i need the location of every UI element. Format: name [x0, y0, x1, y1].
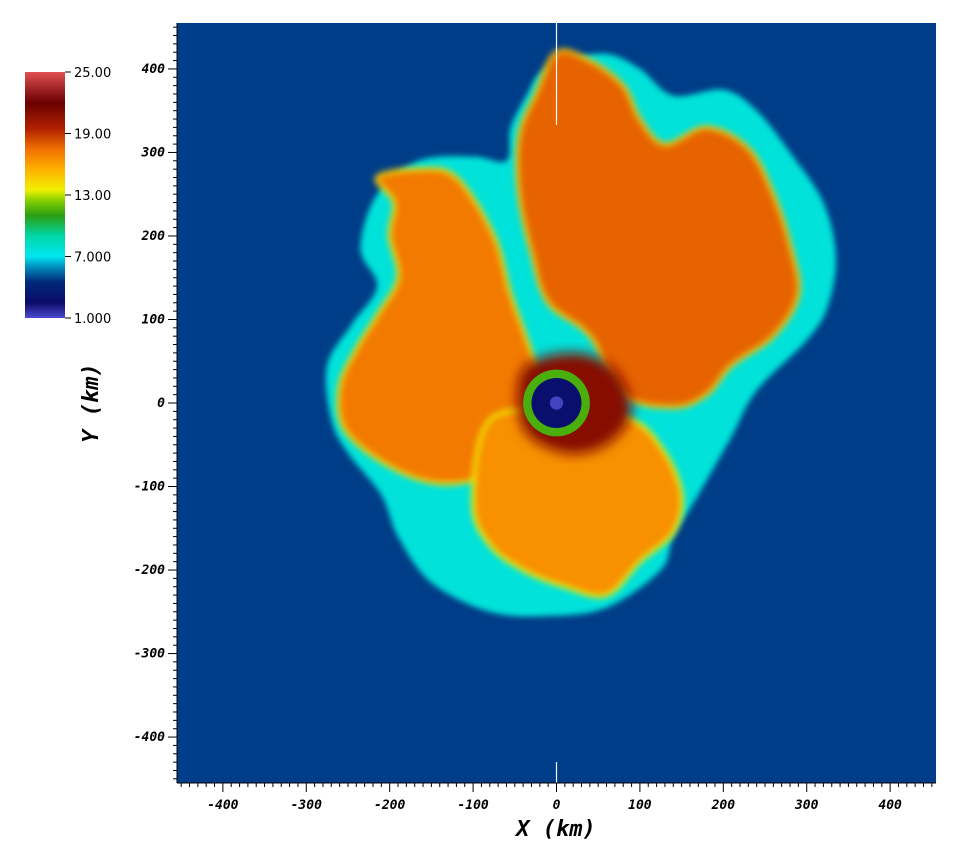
colorbar-ticks: 25.00 19.00 13.00 7.000 1.000 — [65, 66, 111, 327]
x-tick-label: 400 — [878, 798, 902, 813]
x-tick-label: -300 — [291, 798, 322, 813]
hot-bubble-west — [335, 165, 552, 487]
x-axis-title: X (km) — [514, 817, 595, 842]
colorbar-tick-label: 1.000 — [74, 312, 111, 327]
y-axis-title: Y (km) — [79, 363, 104, 442]
plot-area — [177, 23, 936, 783]
y-tick-label: -300 — [134, 647, 165, 662]
x-tick-label: -200 — [374, 798, 405, 813]
y-tick-label: 300 — [141, 145, 166, 160]
x-tick-label: -100 — [457, 798, 488, 813]
y-tick-label: 100 — [142, 312, 166, 327]
colorbar-tick-label: 7.000 — [74, 251, 111, 266]
y-tick-label: -100 — [134, 480, 165, 495]
y-tick-label: 200 — [141, 229, 166, 244]
y-tick-label: 0 — [157, 396, 165, 411]
hot-bubble-north — [514, 47, 803, 411]
colorbar: 25.00 19.00 13.00 7.000 1.000 — [25, 66, 111, 327]
x-tick-label: -400 — [207, 798, 238, 813]
colorbar-tick-label: 19.00 — [74, 128, 111, 143]
x-axis: -400 -300 -200 -100 0 100 200 300 400 — [177, 782, 936, 813]
colorbar-tick-label: 25.00 — [74, 66, 111, 81]
x-tick-label: 0 — [553, 798, 561, 813]
heatmap-field — [325, 47, 836, 617]
y-axis: -400 -300 -200 -100 0 100 200 300 400 — [134, 23, 178, 783]
x-tick-label: 100 — [628, 798, 652, 813]
y-tick-label: -200 — [134, 563, 165, 578]
y-tick-label: 400 — [142, 62, 166, 77]
colorbar-tick-label: 13.00 — [74, 189, 111, 204]
x-tick-label: 200 — [711, 798, 736, 813]
y-tick-label: -400 — [134, 730, 165, 745]
x-tick-label: 300 — [794, 798, 819, 813]
core-dot — [549, 396, 564, 410]
colorbar-gradient — [25, 72, 65, 318]
